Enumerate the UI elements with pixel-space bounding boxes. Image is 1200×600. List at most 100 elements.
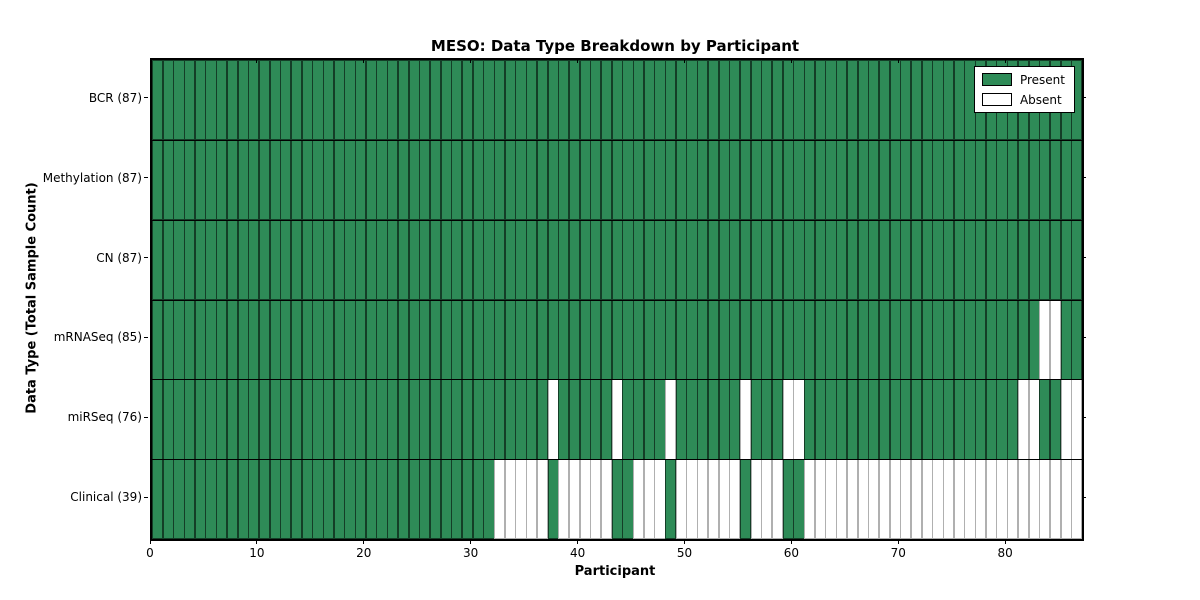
heatmap-cell: [194, 60, 206, 141]
heatmap-cell: [323, 379, 335, 460]
y-tick-label: mRNASeq (85): [53, 330, 142, 345]
heatmap-cell: [1071, 299, 1083, 380]
heatmap-cell: [483, 219, 495, 300]
heatmap-cell: [804, 219, 816, 300]
heatmap-cell: [686, 299, 698, 380]
heatmap-cell: [440, 60, 452, 141]
heatmap-cell: [846, 299, 858, 380]
heatmap-cell: [216, 299, 228, 380]
heatmap-cell: [686, 379, 698, 460]
x-tick-label: 0: [146, 546, 154, 560]
heatmap-cell: [376, 459, 388, 540]
heatmap-cell: [964, 459, 976, 540]
heatmap-cell: [526, 379, 538, 460]
heatmap-cell: [568, 60, 581, 141]
heatmap-cell: [194, 379, 206, 460]
heatmap-cell: [985, 379, 997, 460]
heatmap-cell: [536, 459, 548, 540]
heatmap-cell: [868, 299, 880, 380]
heatmap-cell: [494, 139, 506, 221]
heatmap-cell: [312, 299, 324, 380]
heatmap-cell: [1017, 459, 1030, 540]
heatmap-cell: [697, 60, 709, 141]
heatmap-cell: [1007, 299, 1019, 380]
heatmap-cell: [536, 219, 548, 300]
heatmap-cell: [323, 60, 335, 141]
heatmap-cell: [836, 139, 848, 221]
heatmap-cell: [921, 139, 933, 221]
y-tick-mark: [144, 496, 148, 498]
heatmap-cell: [536, 60, 548, 141]
heatmap-cell: [718, 60, 730, 141]
heatmap-cell: [857, 459, 869, 540]
heatmap-cell: [323, 139, 335, 221]
heatmap-cell: [226, 379, 238, 460]
heatmap-cell: [846, 139, 858, 221]
heatmap-cell: [814, 139, 826, 221]
heatmap-cell: [964, 299, 976, 380]
heatmap-cell: [462, 379, 474, 460]
heatmap-cell: [248, 379, 260, 460]
heatmap-cell: [739, 60, 752, 141]
heatmap-cell: [408, 219, 420, 300]
heatmap-cell: [857, 379, 869, 460]
heatmap-cell: [910, 379, 923, 460]
heatmap-cell: [825, 459, 837, 540]
heatmap-cell: [333, 60, 345, 141]
heatmap-cell: [205, 139, 217, 221]
heatmap-cell: [1049, 459, 1062, 540]
heatmap-cell: [793, 219, 805, 300]
heatmap-cell: [643, 459, 655, 540]
heatmap-cell: [729, 60, 741, 141]
heatmap-cell: [419, 219, 431, 300]
heatmap-cell: [440, 299, 452, 380]
heatmap-cell: [568, 219, 581, 300]
heatmap-cell: [750, 379, 762, 460]
heatmap-cell: [900, 379, 912, 460]
heatmap-cell: [162, 379, 174, 460]
heatmap-cell: [761, 60, 773, 141]
heatmap-cell: [173, 60, 185, 141]
heatmap-cell: [707, 379, 720, 460]
heatmap-cell: [162, 459, 174, 540]
heatmap-cell: [590, 299, 602, 380]
heatmap-cell: [804, 139, 816, 221]
heatmap-cell: [611, 60, 623, 141]
heatmap-cell: [654, 379, 666, 460]
heatmap-cell: [397, 299, 410, 380]
heatmap-cell: [1039, 459, 1051, 540]
heatmap-cell: [269, 139, 281, 221]
heatmap-cell: [857, 60, 869, 141]
y-tick-mark: [144, 177, 148, 179]
heatmap-cell: [975, 459, 987, 540]
legend-swatch-present: [981, 73, 1012, 86]
heatmap-cell: [1007, 219, 1019, 300]
heatmap-cell: [387, 60, 399, 141]
heatmap-cell: [152, 139, 164, 221]
heatmap-cell: [590, 379, 602, 460]
heatmap-cell: [675, 299, 687, 380]
heatmap-cell: [419, 459, 431, 540]
heatmap-cell: [1071, 219, 1083, 300]
heatmap-cell: [290, 60, 303, 141]
heatmap-cell: [686, 459, 698, 540]
heatmap-cell: [536, 299, 548, 380]
heatmap-cell: [1071, 459, 1083, 540]
heatmap-cell: [1049, 219, 1062, 300]
x-tick-mark: [897, 539, 899, 544]
heatmap-cell: [536, 379, 548, 460]
heatmap-cell: [857, 299, 869, 380]
heatmap-cell: [878, 459, 891, 540]
heatmap-cell: [408, 459, 420, 540]
heatmap-cell: [301, 60, 313, 141]
heatmap-cell: [216, 219, 228, 300]
heatmap-cell: [729, 379, 741, 460]
heatmap-cell: [729, 459, 741, 540]
heatmap-cell: [985, 299, 997, 380]
heatmap-cell: [429, 139, 442, 221]
heatmap-cell: [408, 60, 420, 141]
heatmap-cell: [194, 299, 206, 380]
x-tick-label: 50: [676, 546, 693, 560]
heatmap-cell: [943, 299, 955, 380]
heatmap-cell: [515, 459, 527, 540]
